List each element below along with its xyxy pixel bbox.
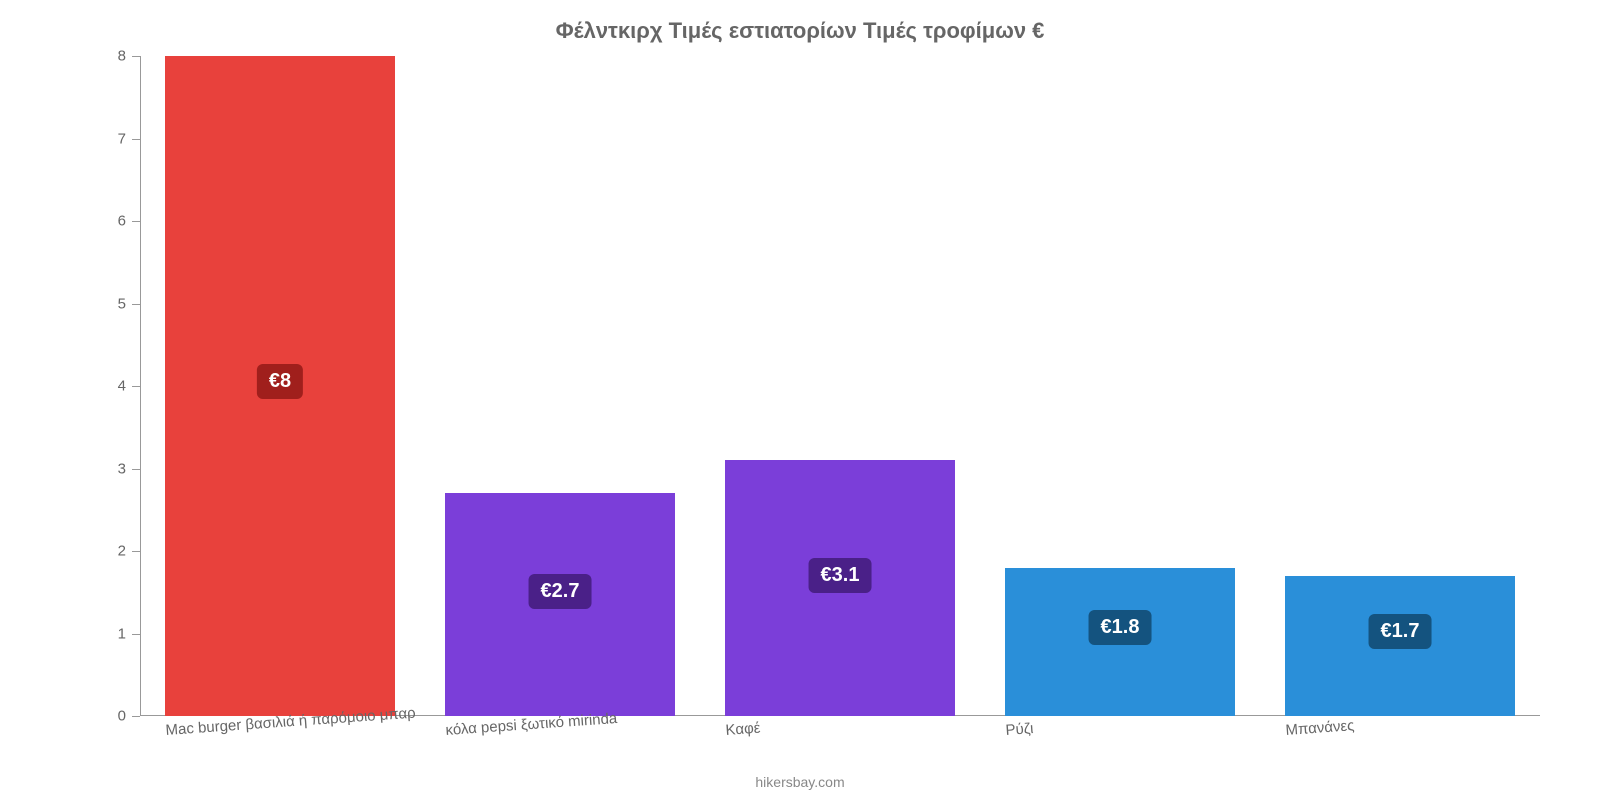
plot-area: €8€2.7€3.1€1.8€1.7 012345678Mac burger β… <box>140 56 1540 716</box>
bar-value-badge: €1.8 <box>1089 610 1152 645</box>
x-tick-label: Καφέ <box>725 720 761 739</box>
price-bar-chart: Φέλντκιρχ Τιμές εστιατορίων Τιμές τροφίμ… <box>0 0 1600 800</box>
bar-value-badge: €1.7 <box>1369 614 1432 649</box>
bar-value-badge: €3.1 <box>809 558 872 593</box>
bar: €1.7 <box>1285 576 1515 716</box>
y-tick-label: 5 <box>118 295 140 312</box>
y-tick-label: 7 <box>118 130 140 147</box>
y-tick-label: 2 <box>118 543 140 560</box>
y-tick-label: 3 <box>118 460 140 477</box>
y-tick-label: 1 <box>118 625 140 642</box>
bar: €3.1 <box>725 460 955 716</box>
y-tick-label: 4 <box>118 378 140 395</box>
bar: €8 <box>165 56 395 716</box>
y-tick-label: 6 <box>118 213 140 230</box>
bar-value-badge: €8 <box>257 364 303 399</box>
bar: €2.7 <box>445 493 675 716</box>
chart-title: Φέλντκιρχ Τιμές εστιατορίων Τιμές τροφίμ… <box>0 18 1600 44</box>
bar-value-badge: €2.7 <box>529 574 592 609</box>
x-tick-label: Ρύζι <box>1005 720 1034 739</box>
source-attribution: hikersbay.com <box>0 774 1600 790</box>
bar: €1.8 <box>1005 568 1235 717</box>
y-tick-label: 0 <box>118 708 140 725</box>
x-tick-label: Μπανάνες <box>1285 717 1355 739</box>
y-tick-label: 8 <box>118 48 140 65</box>
bars-container: €8 €2.7 €3.1 €1.8 €1.7 <box>140 56 1540 716</box>
